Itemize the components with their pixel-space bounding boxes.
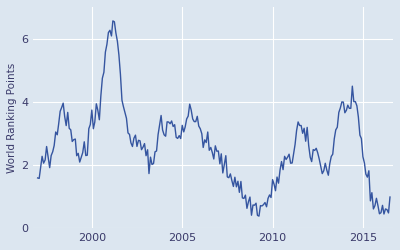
Y-axis label: World Ranking Points: World Ranking Points bbox=[7, 62, 17, 173]
